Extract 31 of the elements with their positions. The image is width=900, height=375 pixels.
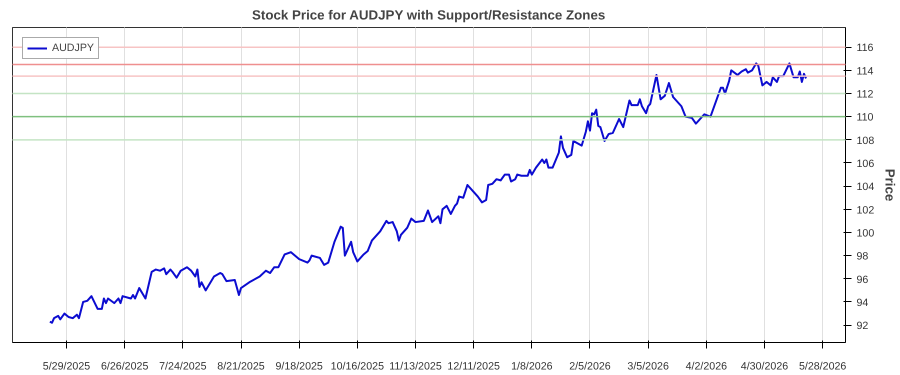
x-tick-label: 5/28/2026 [798,360,846,372]
y-axis-title: Price [882,168,898,202]
x-tick-label: 8/21/2025 [217,360,265,372]
x-tick-label: 4/2/2026 [686,360,728,372]
y-tick-label: 112 [856,88,874,101]
y-tick-label: 116 [856,42,874,54]
y-tick-label: 114 [856,65,874,78]
y-tick-label: 94 [856,296,868,309]
x-tick-label: 12/11/2025 [447,360,500,372]
y-tick-label: 110 [856,112,874,124]
x-tick-label: 7/24/2025 [159,360,207,372]
y-tick-label: 96 [856,274,868,286]
chart-title: Stock Price for AUDJPY with Support/Resistance Zones [252,8,606,22]
x-tick-label: 5/29/2025 [42,360,90,372]
x-tick-label: 11/13/2025 [389,360,442,372]
legend-label: AUDJPY [52,42,94,54]
x-tick-label: 4/30/2026 [740,360,788,372]
x-tick-label: 10/16/2025 [330,360,384,372]
y-tick-label: 98 [856,250,868,263]
x-tick-label: 9/18/2025 [275,360,323,372]
x-tick-label: 2/5/2026 [569,360,611,372]
y-tick-label: 102 [856,204,874,216]
y-tick-label: 92 [856,320,868,332]
x-tick-label: 3/5/2026 [627,360,669,372]
y-tick-label: 108 [856,134,874,147]
x-tick-label: 1/8/2026 [511,360,553,372]
y-tick-label: 104 [856,181,874,194]
y-tick-label: 100 [856,227,874,240]
y-tick-label: 106 [856,158,874,170]
line-series [48,62,808,324]
x-tick-label: 6/26/2025 [100,360,148,372]
